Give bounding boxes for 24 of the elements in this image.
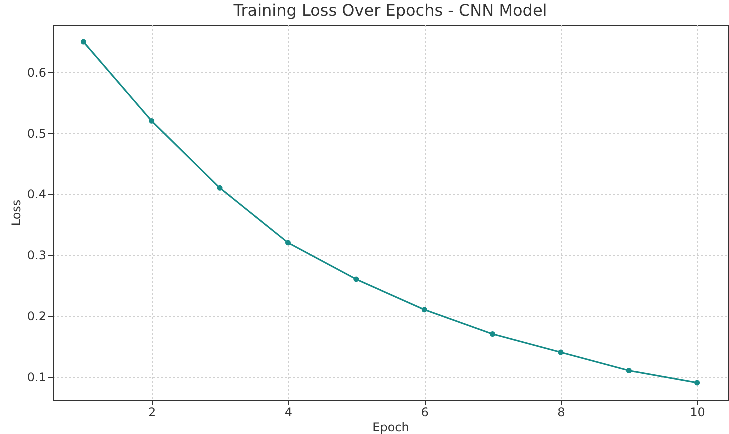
x-tick-label: 2 xyxy=(148,406,156,420)
point xyxy=(217,185,223,191)
y-axis-title: Loss xyxy=(9,200,24,226)
y-tick-label: 0.5 xyxy=(27,126,46,141)
point xyxy=(354,276,360,282)
point xyxy=(694,380,700,386)
point xyxy=(285,240,291,246)
point xyxy=(558,350,564,356)
y-tick-label: 0.1 xyxy=(27,370,46,384)
y-tick-label: 0.3 xyxy=(27,248,46,263)
point xyxy=(626,368,632,374)
y-tick-label: 0.6 xyxy=(27,66,46,80)
x-tick-label: 10 xyxy=(690,406,706,420)
x-tick-label: 4 xyxy=(284,406,293,420)
point xyxy=(422,307,428,313)
chart-title: Training Loss Over Epochs - CNN Model xyxy=(232,1,548,20)
point xyxy=(149,118,155,124)
x-tick-label: 6 xyxy=(421,406,429,420)
point xyxy=(490,332,496,337)
point xyxy=(80,39,86,45)
x-tick-label: 8 xyxy=(558,406,566,420)
y-tick-label: 0.2 xyxy=(27,309,46,324)
x-axis-title: Epoch xyxy=(372,420,410,434)
y-tick-label: 0.4 xyxy=(27,188,46,202)
